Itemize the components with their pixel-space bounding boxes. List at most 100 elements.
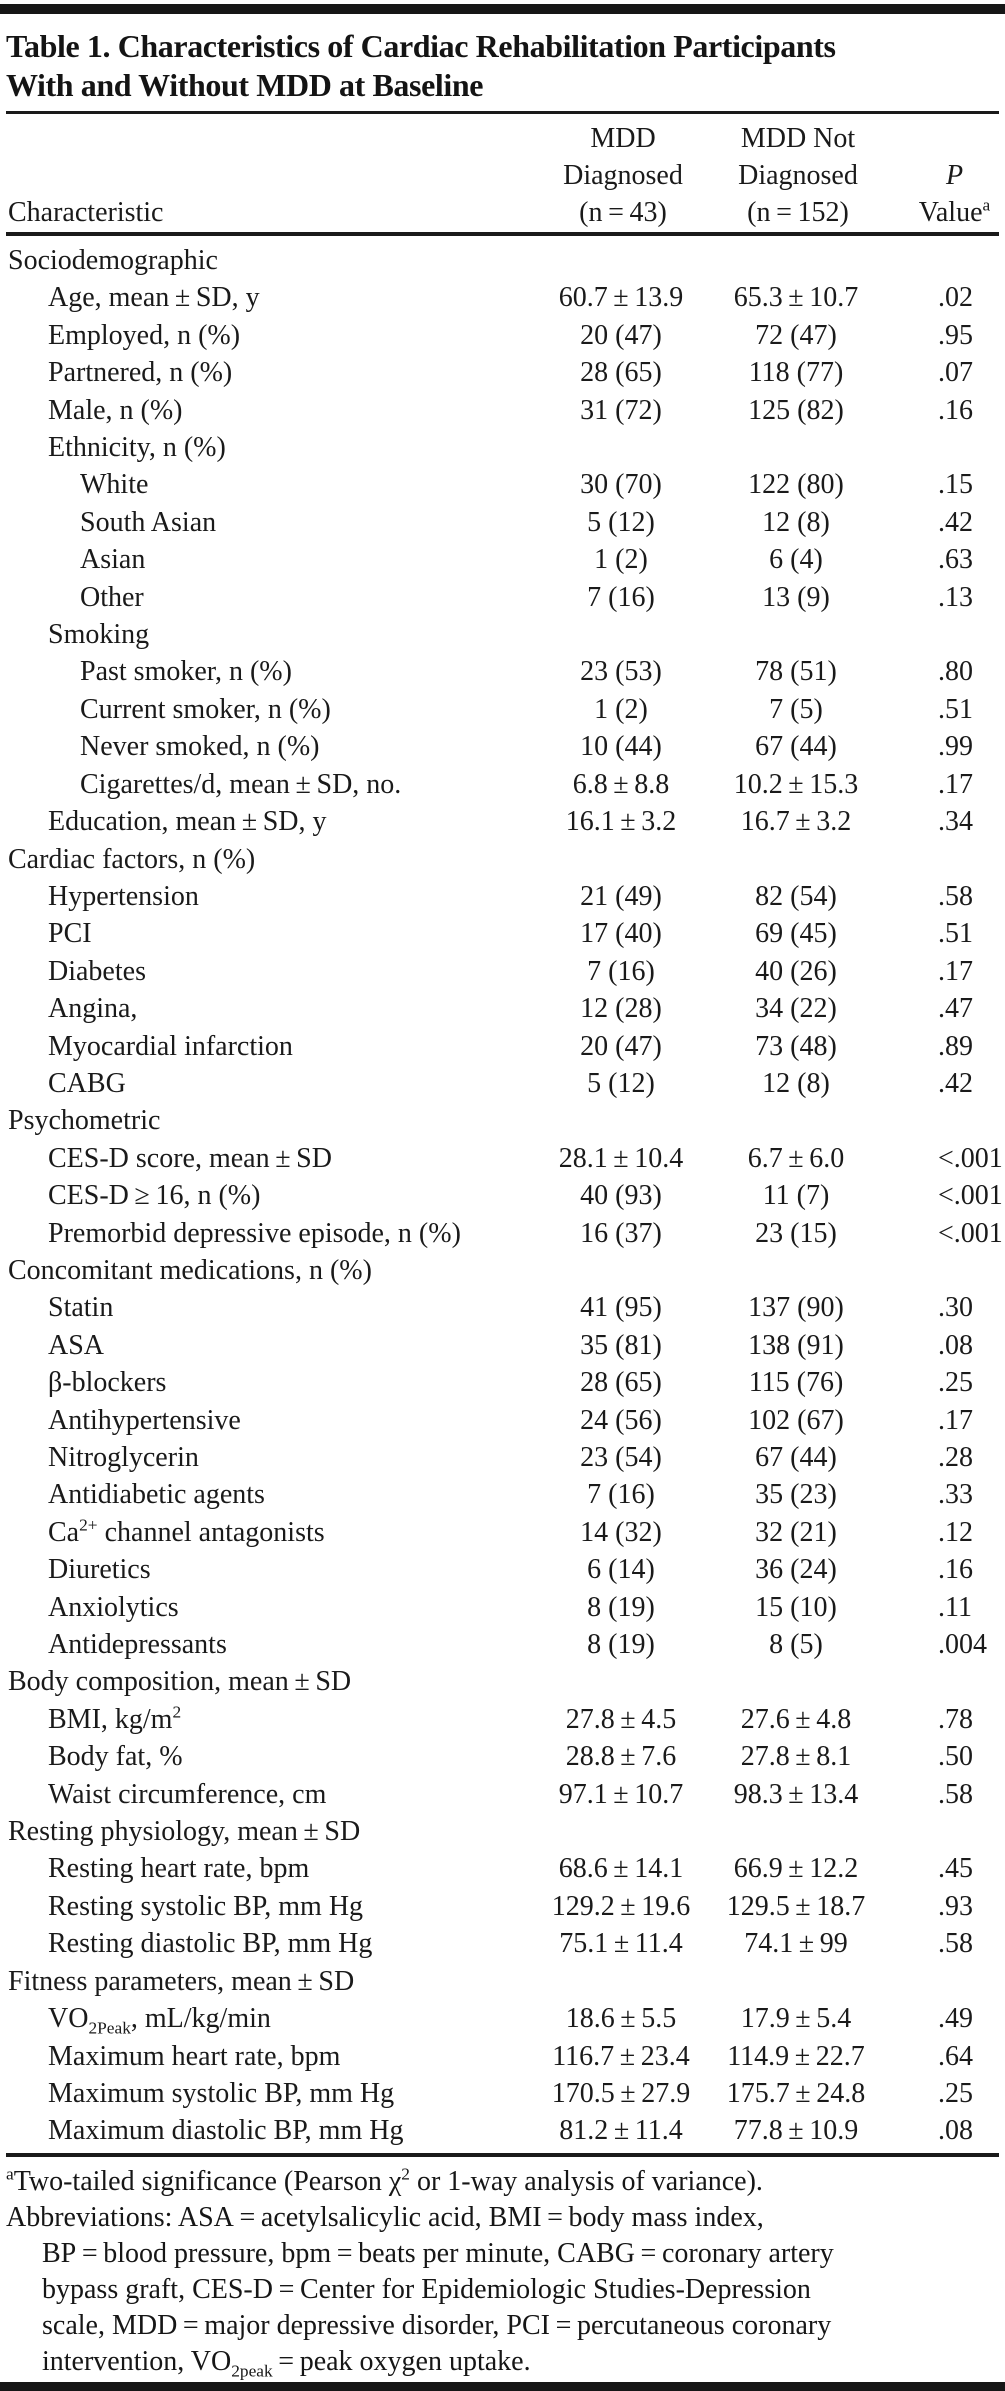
row-label: Statin: [48, 1292, 114, 1324]
table-row: Maximum systolic BP, mm Hg 170.5 ± 27.9 17…: [6, 2075, 999, 2112]
mdd-value: 81.2 ± 11.4: [559, 2115, 683, 2147]
table-title-line1: Table 1. Characteristics of Cardiac Reha…: [6, 28, 836, 64]
row-label: Body fat, %: [48, 1741, 183, 1773]
mdd-not-value: 13 (9): [762, 581, 830, 613]
table-row: Resting heart rate, bpm 68.6 ± 14.1 66.9 ±…: [6, 1850, 999, 1887]
table-row: Asian 1 (2) 6 (4) .63: [6, 541, 999, 578]
table-row: Never smoked, n (%) 10 (44) 67 (44) .99: [6, 728, 999, 765]
row-label: Current smoker, n (%): [80, 693, 331, 725]
header-line: MDD Not: [740, 123, 856, 154]
column-header-characteristic: Characteristic: [8, 197, 164, 228]
row-label: Diabetes: [48, 955, 146, 987]
p-value: .49: [938, 2003, 973, 2035]
mdd-value: 75.1 ± 11.4: [559, 1928, 683, 1960]
mdd-not-value: [696, 1663, 896, 1700]
table-row: CES-D ≥ 16, n (%) 40 (93) 11 (7) <.001: [6, 1177, 1003, 1214]
row-label: Angina,: [48, 993, 138, 1025]
mdd-value: 21 (49): [580, 880, 662, 912]
mdd-value: 6.8 ± 8.8: [572, 768, 670, 800]
p-value: .08: [938, 2115, 973, 2147]
row-label: Resting heart rate, bpm: [48, 1853, 310, 1885]
abbreviations-footnote-line: bypass graft, CES-D = Center for Epidemi…: [42, 2273, 811, 2305]
mdd-value: 40 (93): [580, 1180, 662, 1212]
table-row: Cigarettes/d, mean ± SD, no. 6.8 ± 8.8 10.…: [6, 766, 999, 803]
table-row: Employed, n (%) 20 (47) 72 (47) .95: [6, 317, 999, 354]
table-row: Maximum heart rate, bpm 116.7 ± 23.4 114.9…: [6, 2038, 999, 2075]
mdd-not-value: 11 (7): [762, 1180, 830, 1212]
table-row: Statin 41 (95) 137 (90) .30: [6, 1289, 999, 1326]
mdd-value: 6 (14): [587, 1554, 655, 1586]
mdd-value: 12 (28): [580, 993, 662, 1025]
mdd-value: 97.1 ± 10.7: [558, 1778, 684, 1810]
table-row: Partnered, n (%) 28 (65) 118 (77) .07: [6, 354, 999, 391]
mdd-not-value: [696, 242, 896, 279]
table-title: Table 1. Characteristics of Cardiac Reha…: [6, 27, 999, 105]
row-label: Anxiolytics: [48, 1591, 179, 1623]
row-label: White: [80, 469, 149, 501]
mdd-value: 28.1 ± 10.4: [558, 1142, 684, 1174]
mdd-value: [546, 841, 696, 878]
mdd-not-value: 12 (8): [762, 506, 830, 538]
p-value: .47: [938, 993, 973, 1025]
mdd-not-value: 34 (22): [755, 993, 837, 1025]
mdd-value: 28 (65): [580, 357, 662, 389]
p-value: .58: [938, 1778, 973, 1810]
table-row: Cardiac factors, n (%): [6, 841, 999, 878]
p-value: .25: [938, 2077, 973, 2109]
header-line: (n = 43): [579, 197, 667, 228]
p-value: .42: [938, 506, 973, 538]
row-label: Resting diastolic BP, mm Hg: [48, 1928, 373, 1960]
p-value: .50: [938, 1741, 973, 1773]
row-label: Nitroglycerin: [48, 1442, 199, 1473]
mdd-not-value: 138 (91): [748, 1329, 844, 1361]
abbreviations-footnote-line: intervention, VO2peak = peak oxygen upta…: [42, 2345, 531, 2381]
table-row: Antihypertensive 24 (56) 102 (67) .17: [6, 1402, 999, 1439]
mdd-value: [546, 616, 696, 653]
mdd-not-value: [696, 841, 896, 878]
mdd-not-value: 66.9 ± 12.2: [733, 1853, 859, 1885]
p-value: .95: [938, 319, 973, 351]
mdd-not-value: 82 (54): [755, 880, 837, 912]
mdd-not-value: 27.8 ± 8.1: [740, 1741, 852, 1773]
row-label: BMI, kg/m2: [48, 1702, 182, 1735]
footnote-rule: [6, 2152, 999, 2157]
table-row: Education, mean ± SD, y 16.1 ± 3.2 16.7 ± …: [6, 803, 999, 840]
mdd-value: 5 (12): [587, 506, 655, 538]
table-row: Current smoker, n (%) 1 (2) 7 (5) .51: [6, 691, 999, 728]
row-label: South Asian: [80, 506, 217, 538]
mdd-value: [546, 1252, 696, 1289]
row-label: Hypertension: [48, 880, 199, 912]
p-value: <.001: [938, 1180, 1003, 1212]
row-label: CABG: [48, 1067, 126, 1099]
mdd-value: 31 (72): [580, 394, 662, 426]
mdd-not-value: [696, 429, 896, 466]
mdd-value: 16.1 ± 3.2: [565, 806, 677, 838]
mdd-value: 60.7 ± 13.9: [558, 282, 684, 314]
mdd-not-value: 12 (8): [762, 1067, 830, 1099]
table-row: Maximum diastolic BP, mm Hg 81.2 ± 11.4 77…: [6, 2112, 999, 2149]
row-label: Smoking: [48, 619, 150, 651]
mdd-not-value: 40 (26): [755, 955, 837, 987]
header-line: MDD: [590, 123, 656, 154]
mdd-not-value: [696, 616, 896, 653]
mdd-not-value: 118 (77): [748, 357, 844, 389]
mdd-not-value: 32 (21): [755, 1516, 837, 1548]
p-value: .12: [938, 1516, 973, 1548]
row-label: Maximum diastolic BP, mm Hg: [48, 2115, 404, 2147]
table-row: PCI 17 (40) 69 (45) .51: [6, 915, 999, 952]
p-value: .64: [938, 2040, 973, 2072]
table-row: Smoking: [6, 616, 999, 653]
p-value: .45: [938, 1853, 973, 1885]
p-value: .63: [938, 544, 973, 576]
table-row: VO2Peak, mL/kg/min 18.6 ± 5.5 17.9 ± 5.4 .4…: [6, 2000, 999, 2037]
mdd-not-value: 8 (5): [769, 1629, 823, 1661]
top-border-bar: [0, 4, 1005, 14]
row-label: Never smoked, n (%): [80, 731, 320, 763]
mdd-value: [546, 1813, 696, 1850]
mdd-value: 41 (95): [580, 1292, 662, 1324]
significance-footnote: aTwo-tailed significance (Pearson χ2 or …: [6, 2164, 763, 2197]
table-header: Characteristic MDD Diagnosed (n = 43) MD…: [6, 114, 999, 236]
mdd-not-value: 65.3 ± 10.7: [733, 282, 859, 314]
mdd-value: 17 (40): [580, 918, 662, 950]
p-value: [896, 1102, 993, 1139]
